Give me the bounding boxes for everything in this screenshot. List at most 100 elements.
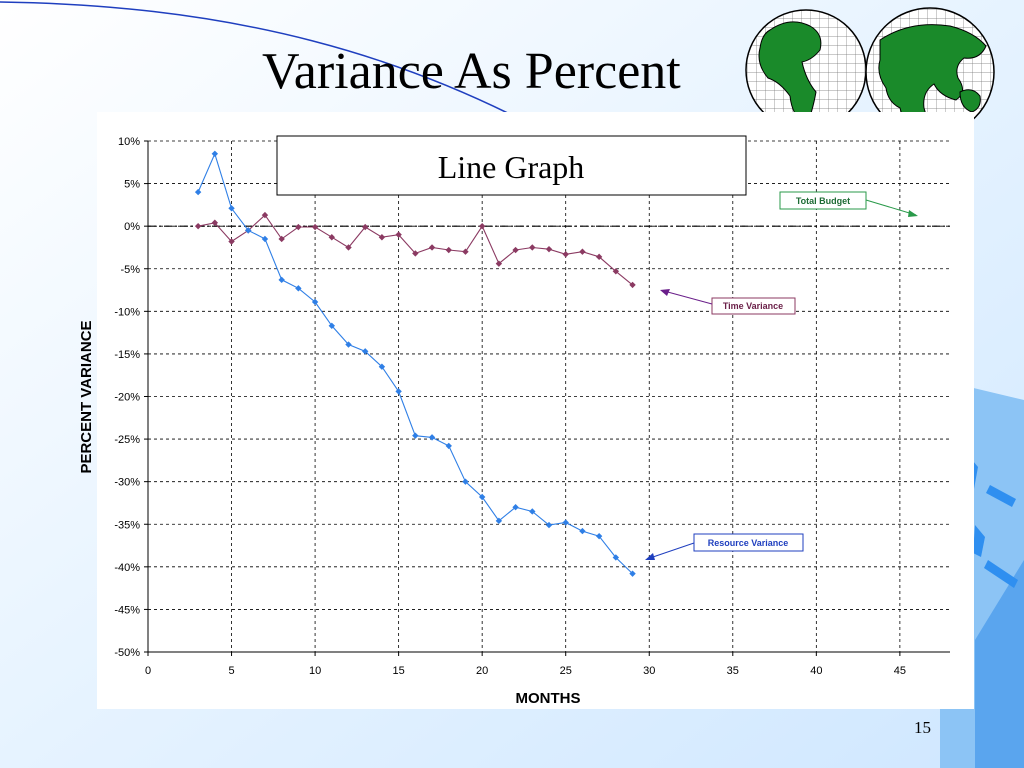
data-point (612, 554, 620, 561)
data-point (211, 219, 219, 226)
resource-variance-annotation: Resource Variance (645, 533, 804, 560)
data-point (395, 231, 402, 238)
data-point (378, 363, 386, 370)
data-point (295, 285, 302, 292)
total-budget-annotation: Total Budget (779, 191, 918, 217)
y-tick-label: 5% (124, 179, 140, 191)
y-tick-label: -10% (114, 306, 140, 318)
data-point (629, 570, 636, 577)
data-point (328, 234, 335, 241)
data-point (194, 222, 202, 230)
chart-grid (148, 140, 950, 653)
data-point (328, 322, 335, 330)
data-point (395, 388, 402, 395)
x-tick-label: 0 (145, 665, 151, 677)
y-tick-label: -5% (120, 264, 140, 276)
data-point (595, 253, 603, 261)
total-budget-label: Total Budget (796, 196, 850, 206)
data-point (412, 432, 419, 439)
y-tick-label: -35% (114, 519, 140, 531)
x-tick-label: 10 (309, 665, 321, 677)
y-axis-title: PERCENT VARIANCE (78, 320, 95, 473)
chart-series (194, 150, 636, 577)
data-point (579, 527, 586, 535)
data-point (378, 234, 386, 241)
data-point (579, 248, 586, 255)
data-point (412, 250, 419, 257)
data-point (612, 268, 620, 275)
data-point (228, 205, 235, 212)
decor-stroke-icons (966, 455, 1018, 588)
data-point (428, 434, 436, 441)
data-point (595, 532, 603, 540)
data-point (362, 348, 369, 355)
x-tick-label: 25 (560, 665, 572, 677)
globe-right-icon (865, 7, 995, 137)
y-tick-label: -40% (114, 562, 140, 574)
time-variance-series (194, 211, 636, 289)
data-point (462, 478, 469, 485)
data-point (345, 244, 352, 251)
page-number: 15 (914, 718, 931, 737)
globe-left-icon (745, 9, 867, 131)
y-tick-label: -45% (114, 604, 140, 616)
data-point (228, 238, 235, 245)
resource-variance-label: Resource Variance (708, 538, 789, 548)
data-point (478, 222, 486, 230)
data-point (545, 245, 553, 253)
data-point (278, 235, 285, 243)
y-tick-label: -20% (114, 392, 140, 404)
data-point (445, 246, 452, 254)
chart-title-box (276, 135, 747, 196)
y-tick-label: -25% (114, 434, 140, 446)
x-axis-title: MONTHS (516, 690, 581, 707)
data-point (512, 246, 519, 254)
data-point (261, 235, 269, 243)
data-point (462, 248, 469, 255)
x-tick-label: 35 (727, 665, 739, 677)
x-tick-label: 45 (894, 665, 906, 677)
x-tick-label: 5 (228, 665, 234, 677)
resource-variance-series (194, 150, 636, 577)
data-point (362, 223, 369, 231)
data-point (478, 493, 486, 501)
data-point (345, 341, 352, 348)
y-tick-label: -15% (114, 349, 140, 361)
x-tick-label: 20 (476, 665, 488, 677)
data-point (495, 260, 503, 267)
data-point (194, 188, 202, 196)
y-tick-labels: 10% 5% 0% -5% -10% -15% -20% -25% -30% -35% -40% -4… (114, 136, 140, 659)
y-tick-label: 0% (124, 221, 140, 233)
data-point (261, 211, 269, 219)
data-point (311, 223, 319, 231)
data-point (428, 244, 436, 251)
slide-title: Variance As Percent (262, 43, 681, 100)
chart-title: Line Graph (438, 149, 585, 185)
y-tick-label: 10% (118, 136, 140, 148)
data-point (512, 504, 519, 511)
x-tick-label: 40 (810, 665, 822, 677)
y-tick-label: -30% (114, 477, 140, 489)
data-point (529, 508, 536, 515)
data-point (562, 519, 569, 526)
data-point (529, 244, 536, 251)
chart-axes (144, 140, 950, 656)
data-point (245, 227, 252, 234)
x-tick-labels: 0 5 10 15 20 25 30 35 40 45 (145, 665, 906, 677)
data-point (211, 150, 219, 157)
data-point (562, 251, 569, 258)
data-point (495, 517, 503, 525)
x-tick-label: 30 (643, 665, 655, 677)
y-tick-label: -50% (114, 647, 140, 659)
data-point (629, 281, 636, 289)
time-variance-annotation: Time Variance (660, 289, 796, 315)
data-point (295, 223, 302, 231)
x-tick-label: 15 (393, 665, 405, 677)
data-point (311, 298, 319, 306)
data-point (545, 521, 553, 529)
data-point (278, 276, 285, 284)
data-point (445, 442, 452, 450)
time-variance-label: Time Variance (723, 301, 783, 311)
